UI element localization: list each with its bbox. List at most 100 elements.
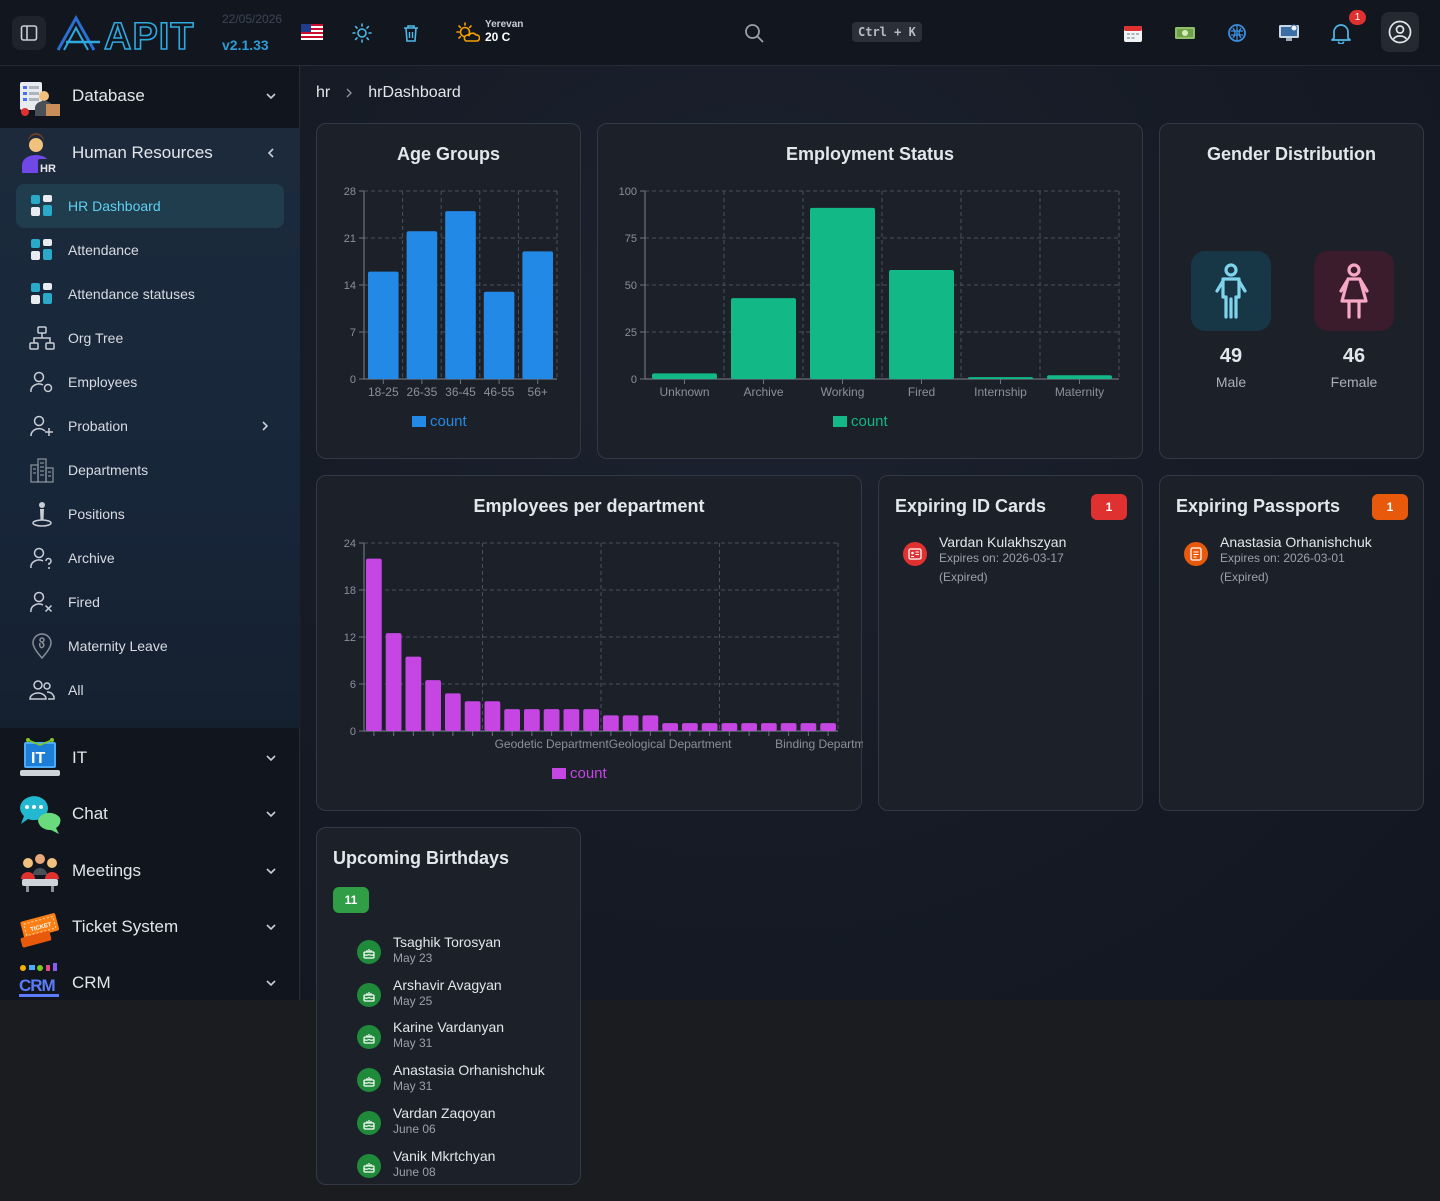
- sidebar-item-all[interactable]: All: [16, 668, 284, 712]
- user-avatar-icon[interactable]: [1381, 12, 1419, 52]
- list-item[interactable]: Vanik Mkrtchyan June 08: [357, 1148, 577, 1188]
- remote-desktop-icon[interactable]: [1277, 21, 1301, 45]
- sidebar-item-label: All: [68, 682, 84, 698]
- employee-name: Vardan Zaqoyan: [393, 1104, 496, 1121]
- breadcrumb-root[interactable]: hr: [316, 84, 331, 101]
- chart-bar: [445, 693, 461, 731]
- sidebar-group-human-resources[interactable]: HR Human Resources: [0, 125, 300, 181]
- chart-bar: [385, 633, 402, 731]
- sidebar-item-label: Fired: [68, 594, 100, 610]
- x-tick-label: 18-25: [368, 385, 399, 399]
- chevron-down-icon: [264, 976, 278, 990]
- y-tick-label: 18: [344, 585, 356, 597]
- x-tick-label: Archive: [743, 385, 783, 399]
- female-icon: [1314, 251, 1394, 331]
- chat-icon: [18, 792, 62, 836]
- birthday-cake-icon: [357, 940, 381, 964]
- x-tick-label: 56+: [528, 385, 548, 399]
- app-logo[interactable]: APIT: [56, 14, 216, 59]
- chart-bar: [406, 231, 438, 379]
- list-item[interactable]: Karine Vardanyan May 31: [357, 1019, 577, 1059]
- theme-sun-icon[interactable]: [350, 21, 374, 45]
- meetings-icon: [18, 849, 62, 893]
- sidebar-item-fired[interactable]: Fired: [16, 580, 284, 624]
- chevron-down-icon: [264, 89, 278, 103]
- sidebar-group-label: Meetings: [72, 861, 141, 880]
- chart-bar: [800, 723, 817, 731]
- y-tick-label: 6: [350, 679, 356, 691]
- x-tick-label: Unknown: [659, 385, 709, 399]
- chart-bar: [820, 723, 836, 731]
- legend-swatch: [412, 416, 426, 427]
- sidebar-group-chat[interactable]: Chat: [0, 786, 300, 842]
- chart-bar: [642, 715, 659, 731]
- dashboard-icon: [28, 192, 56, 220]
- sidebar-item-label: Departments: [68, 462, 149, 478]
- notifications-bell-icon[interactable]: [1329, 20, 1353, 46]
- male-count: 49: [1219, 345, 1243, 367]
- sidebar-item-hr-dashboard[interactable]: HR Dashboard: [16, 184, 284, 228]
- sidebar-toggle-icon[interactable]: [12, 16, 46, 50]
- weather-icon: [455, 21, 481, 45]
- ai-brain-icon[interactable]: [1225, 21, 1249, 45]
- svg-text:CRM: CRM: [19, 976, 56, 995]
- y-tick-label: 75: [625, 233, 637, 245]
- list-item[interactable]: Anastasia Orhanishchuk May 31: [357, 1062, 577, 1102]
- app-version: v2.1.33: [222, 37, 269, 53]
- list-item[interactable]: Tsaghik Torosyan May 23: [357, 934, 577, 974]
- sidebar-item-label: Probation: [68, 418, 128, 434]
- legend-swatch: [833, 416, 847, 427]
- employee-name: Anastasia Orhanishchuk: [393, 1062, 545, 1079]
- svg-text:TICKET: TICKET: [30, 922, 53, 933]
- sidebar-item-label: Attendance statuses: [68, 286, 195, 302]
- chart-legend[interactable]: count: [552, 765, 607, 782]
- sidebar-item-maternity-leave[interactable]: Maternity Leave: [16, 624, 284, 668]
- chart-bar: [682, 723, 698, 731]
- y-tick-label: 100: [619, 186, 637, 198]
- gender-distribution-card: Gender Distribution 49 Male 46 Female: [1159, 123, 1424, 459]
- card-title: Gender Distribution: [1206, 144, 1376, 164]
- sidebar-item-attendance-statuses[interactable]: Attendance statuses: [16, 272, 284, 316]
- search-icon[interactable]: [742, 21, 766, 45]
- sidebar-item-departments[interactable]: Departments: [16, 448, 284, 492]
- money-icon[interactable]: [1173, 21, 1197, 45]
- employees-per-department-card: Employees per department 0 6 12 18 24 Geodeti…: [316, 475, 863, 811]
- birthday-date: May 23: [393, 951, 433, 965]
- x-tick-label: Maternity: [1055, 385, 1104, 399]
- chart-bar: [889, 269, 954, 379]
- y-tick-label: 24: [344, 538, 356, 550]
- svg-text:IT: IT: [31, 750, 45, 767]
- chart-bar: [741, 723, 757, 731]
- expiring-passports-count-badge: 1: [1372, 494, 1408, 520]
- list-item[interactable]: Vardan Zaqoyan June 06: [357, 1105, 577, 1145]
- sidebar-group-meetings[interactable]: Meetings: [0, 843, 300, 899]
- chart-legend[interactable]: count: [412, 413, 467, 430]
- sidebar-item-archive[interactable]: Archive: [16, 536, 284, 580]
- sidebar-group-it[interactable]: IT IT: [0, 730, 300, 786]
- male-label: Male: [1215, 374, 1247, 390]
- male-icon: [1191, 251, 1271, 331]
- sidebar-item-attendance[interactable]: Attendance: [16, 228, 284, 272]
- chart-bar: [1047, 375, 1112, 379]
- human-resources-icon: HR: [18, 131, 62, 175]
- sidebar-item-probation[interactable]: Probation: [16, 404, 284, 448]
- sidebar-group-crm[interactable]: CRM CRM: [0, 955, 300, 1011]
- sidebar-group-ticket-system[interactable]: TICKET Ticket System: [0, 899, 300, 955]
- trash-icon[interactable]: [399, 21, 423, 45]
- sidebar-item-employees[interactable]: Employees: [16, 360, 284, 404]
- employee-name: Vardan Kulakhszyan: [939, 534, 1067, 550]
- chart-bar: [780, 723, 797, 731]
- expiry-status: (Expired): [1220, 570, 1269, 584]
- sidebar-item-org-tree[interactable]: Org Tree: [16, 316, 284, 360]
- chart-legend[interactable]: count: [833, 413, 888, 430]
- svg-text:APIT: APIT: [104, 16, 195, 52]
- sidebar-item-positions[interactable]: Positions: [16, 492, 284, 536]
- it-icon: IT: [18, 736, 62, 780]
- calendar-icon[interactable]: [1121, 21, 1145, 45]
- list-item[interactable]: Arshavir Avagyan May 25: [357, 977, 577, 1017]
- y-tick-label: 28: [344, 186, 356, 198]
- us-flag-icon[interactable]: [301, 24, 323, 40]
- card-title: Employment Status: [785, 144, 955, 164]
- birthday-cake-icon: [357, 982, 381, 1007]
- sidebar-group-database[interactable]: Database: [0, 68, 300, 124]
